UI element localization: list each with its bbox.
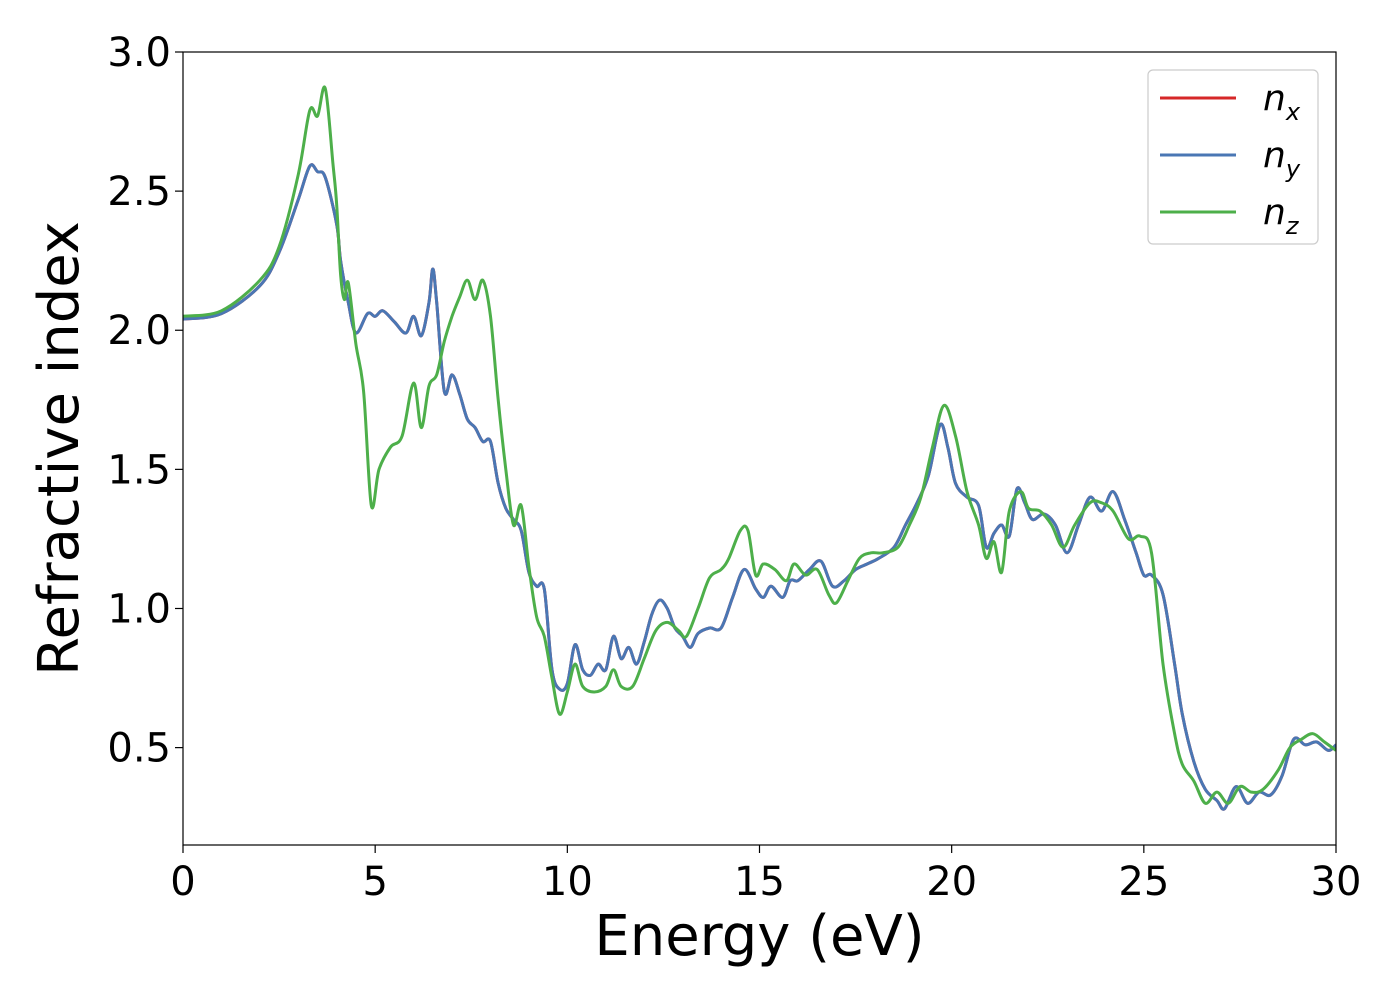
series-line-n-x xyxy=(183,163,1336,811)
legend-label-ny: ny xyxy=(1263,135,1301,183)
y-axis-label: Refractive index xyxy=(27,221,92,676)
x-tick-label: 5 xyxy=(362,859,387,905)
series-line-n-z xyxy=(183,85,1336,805)
x-tick-label: 15 xyxy=(734,859,785,905)
legend-label-nz: nz xyxy=(1263,192,1300,240)
legend-box xyxy=(1147,69,1319,245)
y-tick-label: 0.5 xyxy=(107,726,171,772)
series-layer xyxy=(183,85,1336,811)
y-tick-label: 3.0 xyxy=(107,30,171,76)
x-tick-label: 30 xyxy=(1311,859,1362,905)
y-tick-label: 2.5 xyxy=(107,169,171,215)
x-tick-label: 10 xyxy=(542,859,593,905)
x-axis-label: Energy (eV) xyxy=(594,904,924,969)
series-line-n-y xyxy=(183,163,1336,811)
x-axis: 0 5 10 15 20 25 30 xyxy=(170,845,1361,905)
legend: nx ny nz xyxy=(1147,69,1319,245)
y-axis: 0.5 1.0 1.5 2.0 2.5 3.0 xyxy=(107,30,183,772)
x-tick-label: 25 xyxy=(1118,859,1169,905)
y-tick-label: 1.5 xyxy=(107,447,171,493)
x-tick-label: 0 xyxy=(170,859,195,905)
y-tick-label: 1.0 xyxy=(107,586,171,632)
legend-label-nx: nx xyxy=(1263,78,1301,126)
x-tick-label: 20 xyxy=(926,859,977,905)
y-tick-label: 2.0 xyxy=(107,308,171,354)
